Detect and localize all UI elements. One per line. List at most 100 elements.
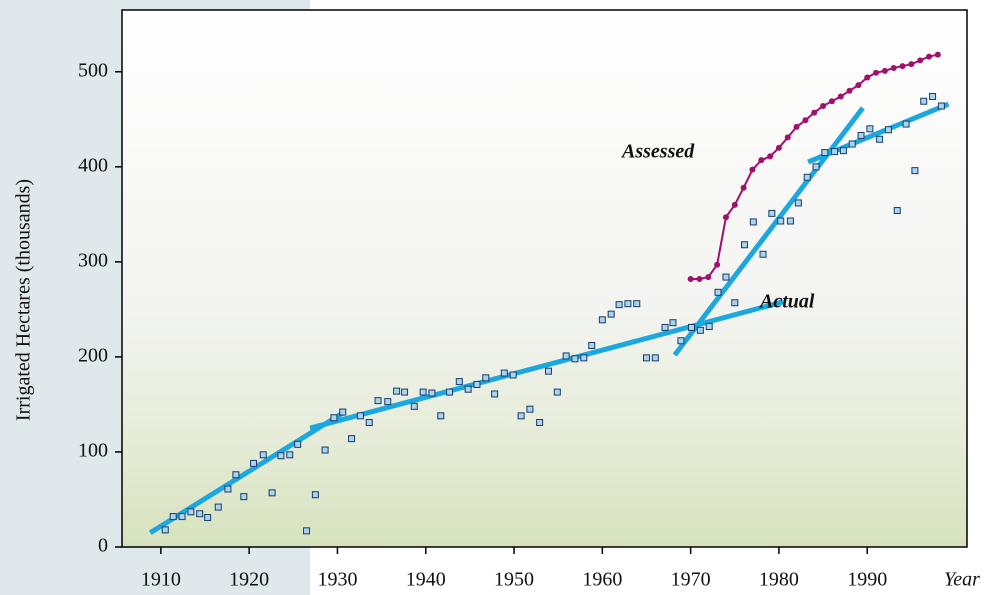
assessed-point [723, 214, 729, 220]
y-tick-label: 100 [78, 440, 108, 462]
data-point [795, 200, 801, 206]
data-point [608, 311, 614, 317]
data-point [625, 301, 631, 307]
data-point [456, 379, 462, 385]
data-point [706, 323, 712, 329]
assessed-point [873, 70, 879, 76]
assessed-point [926, 54, 932, 60]
data-point [501, 370, 507, 376]
data-point [527, 406, 533, 412]
data-point [447, 389, 453, 395]
data-point [385, 399, 391, 405]
data-point [877, 136, 883, 142]
series-label: Assessed [620, 141, 695, 163]
data-point [394, 388, 400, 394]
assessed-point [767, 153, 773, 159]
data-point [179, 514, 185, 520]
data-point [741, 242, 747, 248]
assessed-point [838, 93, 844, 99]
data-point [813, 164, 819, 170]
assessed-point [785, 134, 791, 140]
data-point [697, 327, 703, 333]
assessed-point [705, 274, 711, 280]
x-tick-label: 1990 [847, 569, 887, 591]
assessed-point [714, 262, 720, 268]
assessed-point [688, 276, 694, 282]
y-axis-label: Irrigated Hectares (thousands) [13, 179, 35, 421]
y-tick-label: 400 [78, 154, 108, 176]
assessed-point [882, 68, 888, 74]
data-point [483, 375, 489, 381]
page: {"chart_data": {"type": "scatter", "y_la… [0, 0, 987, 595]
data-point [903, 121, 909, 127]
data-point [322, 447, 328, 453]
assessed-point [820, 103, 826, 109]
data-point [652, 355, 658, 361]
data-point [340, 409, 346, 415]
assessed-point [749, 167, 755, 173]
x-tick-label: 1930 [317, 569, 357, 591]
data-point [225, 486, 231, 492]
assessed-point [732, 202, 738, 208]
data-point [885, 127, 891, 133]
assessed-point [917, 57, 923, 63]
data-point [554, 389, 560, 395]
data-point [375, 398, 381, 404]
data-point [287, 452, 293, 458]
data-point [312, 492, 318, 498]
plot-area [122, 10, 967, 547]
x-tick-label: 1940 [406, 569, 446, 591]
y-tick-label: 0 [98, 535, 108, 557]
x-tick-label: 1970 [671, 569, 711, 591]
data-point [429, 390, 435, 396]
data-point [465, 386, 471, 392]
data-point [760, 251, 766, 257]
data-point [215, 504, 221, 510]
chart: Irrigated Hectares (thousands) Year 1910… [0, 0, 987, 595]
data-point [858, 132, 864, 138]
data-point [750, 219, 756, 225]
data-point [510, 372, 516, 378]
data-point [188, 509, 194, 515]
data-point [402, 389, 408, 395]
data-point [930, 93, 936, 99]
data-point [572, 356, 578, 362]
data-point [420, 389, 426, 395]
data-point [732, 300, 738, 306]
assessed-point [829, 98, 835, 104]
data-point [599, 317, 605, 323]
data-point [233, 472, 239, 478]
data-point [241, 494, 247, 500]
data-point [269, 490, 275, 496]
assessed-point [935, 52, 941, 58]
data-point [643, 355, 649, 361]
assessed-point [802, 117, 808, 123]
y-tick-label: 500 [78, 59, 108, 81]
data-point [689, 324, 695, 330]
x-axis-label: Year [944, 569, 980, 591]
data-point [162, 527, 168, 533]
data-point [170, 514, 176, 520]
assessed-point [855, 82, 861, 88]
data-point [331, 415, 337, 421]
data-point [260, 452, 266, 458]
data-point [662, 324, 668, 330]
assessed-point [864, 74, 870, 80]
assessed-point [847, 88, 853, 94]
data-point [894, 208, 900, 214]
data-point [678, 338, 684, 344]
assessed-point [758, 157, 764, 163]
data-point [778, 218, 784, 224]
data-point [589, 343, 595, 349]
data-point [832, 149, 838, 155]
data-point [251, 460, 257, 466]
x-tick-label: 1950 [494, 569, 534, 591]
x-tick-label: 1910 [141, 569, 181, 591]
data-point [804, 174, 810, 180]
data-point [492, 391, 498, 397]
data-point [278, 453, 284, 459]
data-point [205, 515, 211, 521]
series-label: Actual [758, 291, 815, 313]
y-tick-label: 300 [78, 249, 108, 271]
data-point [769, 210, 775, 216]
